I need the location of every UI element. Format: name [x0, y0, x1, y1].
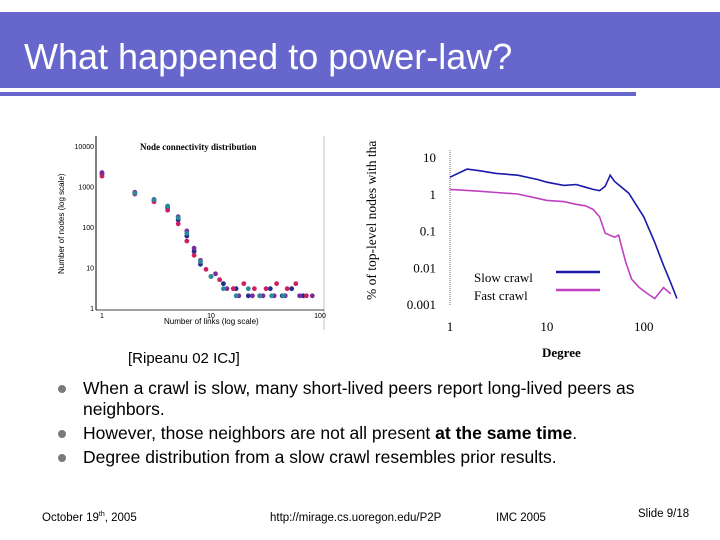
chart-left-point	[99, 170, 105, 176]
chart-left-point	[297, 293, 303, 299]
chart-right-y-tick: 10	[423, 150, 436, 165]
chart-left-point	[151, 197, 157, 203]
bullet-text: When a crawl is slow, many short-lived p…	[83, 378, 635, 419]
footer-slide-number: Slide 9/18	[638, 508, 690, 520]
chart-left-title: Node connectivity distribution	[140, 142, 257, 152]
chart-right-y-tick: 0.1	[420, 224, 436, 239]
bullet-text-start: However, those neighbors are not all pre…	[83, 423, 436, 443]
chart-left-y-tick: 100	[82, 225, 94, 232]
chart-left-y-tick: 10000	[75, 144, 95, 151]
chart-left-point	[224, 286, 230, 292]
bullet-item: Degree distribution from a slow crawl re…	[58, 447, 698, 468]
chart-left-point	[267, 286, 273, 292]
degree-distribution-chart: % of top-level nodes with that degree De…	[360, 140, 700, 360]
chart-left-point	[274, 281, 280, 287]
chart-left-point	[165, 207, 171, 213]
legend-fast-label: Fast crawl	[474, 288, 528, 303]
chart-left-point	[198, 259, 203, 264]
footer-date-year: , 2005	[104, 511, 137, 524]
footer-venue: IMC 2005	[496, 512, 546, 524]
chart-left-point	[221, 281, 226, 287]
chart-left-point	[257, 293, 263, 299]
chart-left-point	[191, 245, 197, 251]
chart-left-point	[280, 293, 286, 299]
citation-caption: [Ripeanu 02 ICJ]	[128, 350, 240, 367]
chart-left-point	[284, 286, 290, 292]
chart-left-background	[52, 134, 342, 334]
title-bar	[0, 12, 720, 88]
chart-right-ylabel: % of top-level nodes with that degree	[364, 140, 379, 300]
chart-right-xlabel: Degree	[542, 345, 581, 360]
chart-left-point	[203, 266, 209, 272]
slide-title: What happened to power-law?	[24, 36, 513, 77]
chart-left-point	[165, 203, 171, 209]
chart-left-point	[250, 293, 255, 299]
chart-left-point	[263, 286, 269, 292]
chart-right-x-tick: 1	[447, 319, 454, 334]
bullet-item: When a crawl is slow, many short-lived p…	[58, 378, 698, 420]
chart-left-x-tick: 100	[314, 313, 326, 320]
chart-left-point	[289, 286, 295, 292]
slow-crawl-line	[449, 168, 678, 299]
chart-left-point	[241, 281, 247, 287]
chart-left-point	[221, 286, 226, 292]
chart-left-x-tick: 10	[207, 313, 215, 320]
footer-date-sup: th	[98, 511, 105, 518]
bullet-emphasis: at the same time	[435, 423, 573, 443]
chart-left-point	[99, 173, 105, 179]
chart-right-x-tick: 100	[634, 319, 654, 334]
bullet-item: However, those neighbors are not all pre…	[58, 423, 698, 444]
chart-left-point	[303, 293, 309, 299]
chart-left-point	[184, 230, 190, 236]
chart-right-x-tick: 10	[540, 319, 553, 334]
chart-left-point	[230, 286, 236, 292]
chart-left-y-tick: 1	[90, 306, 94, 313]
chart-right-y-tick: 1	[430, 187, 437, 202]
chart-right-y-tick: 0.01	[413, 260, 436, 275]
chart-left-point	[191, 252, 197, 258]
chart-left-point	[213, 271, 218, 277]
title-underline	[0, 92, 636, 96]
footer-url: http://mirage.cs.uoregon.edu/P2P	[270, 512, 442, 524]
chart-left-point	[208, 274, 214, 279]
chart-left-point	[293, 281, 299, 287]
chart-left-x-tick: 1	[100, 313, 104, 320]
bullet-text: Degree distribution from a slow crawl re…	[83, 447, 557, 467]
chart-left-y-tick: 1000	[78, 185, 94, 192]
chart-left-point	[175, 215, 181, 221]
chart-left-point	[217, 277, 223, 283]
chart-right-y-tick: 0.001	[407, 297, 436, 312]
footer-date: October 19th, 2005	[42, 511, 137, 524]
bullet-list: When a crawl is slow, many short-lived p…	[58, 378, 698, 471]
fast-crawl-line	[449, 188, 672, 300]
chart-left-point	[132, 190, 138, 196]
legend-slow-label: Slow crawl	[474, 270, 533, 285]
chart-left-point	[245, 286, 251, 292]
chart-right-background	[360, 140, 700, 360]
chart-left-point	[251, 286, 257, 292]
chart-left-point	[175, 221, 181, 227]
node-connectivity-chart: Node connectivity distribution Number of…	[52, 134, 342, 334]
chart-left-point	[309, 293, 315, 299]
bullet-text-end: .	[572, 423, 578, 443]
chart-left-ylabel: Number of nodes (log scale)	[57, 173, 66, 274]
chart-left-point	[245, 293, 251, 299]
chart-left-point	[269, 293, 275, 299]
chart-left-y-tick: 10	[86, 266, 94, 273]
chart-left-point	[233, 293, 239, 299]
chart-left-point	[184, 238, 190, 244]
chart-left-xlabel: Number of links (log scale)	[164, 317, 259, 326]
footer-date-main: October 19	[42, 511, 99, 524]
